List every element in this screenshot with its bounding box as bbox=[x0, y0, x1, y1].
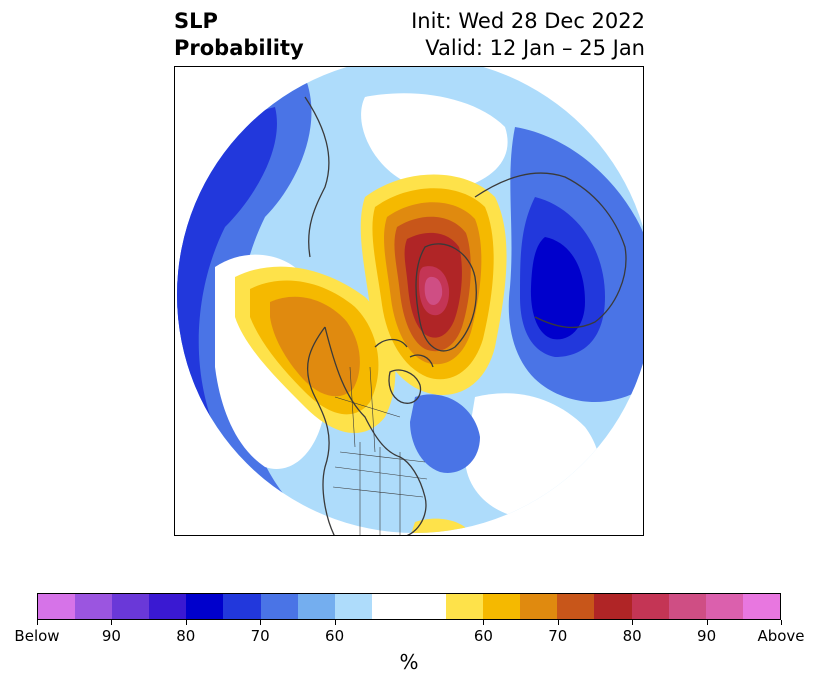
eurasia-coast bbox=[474, 172, 627, 329]
asia-east-coast bbox=[304, 96, 330, 258]
warm-field-pacific-orange bbox=[270, 296, 360, 397]
colorbar-tick-label: 60 bbox=[473, 627, 493, 645]
colorbar-unit: % bbox=[399, 650, 419, 674]
colorbar-tick bbox=[260, 620, 262, 625]
neutral-field-north bbox=[361, 93, 508, 191]
north-america-coast bbox=[324, 326, 427, 535]
boundaries bbox=[332, 366, 428, 535]
colorbar-tick bbox=[185, 620, 187, 625]
colorbar-swatch bbox=[334, 594, 372, 619]
colorbar-swatch bbox=[112, 594, 150, 619]
probability-map bbox=[177, 67, 643, 535]
colorbar-tick bbox=[781, 620, 782, 625]
title-left: SLP Probability bbox=[174, 8, 304, 62]
title-metric: Probability bbox=[174, 36, 304, 60]
blue-field-atlantic bbox=[410, 394, 480, 473]
coastlines bbox=[304, 96, 627, 535]
colorbar bbox=[37, 593, 781, 620]
canada-provinces bbox=[334, 366, 401, 453]
hudson-bay bbox=[388, 369, 422, 404]
north-america-west-coast bbox=[306, 326, 335, 535]
colorbar-tick-label: Above bbox=[757, 627, 805, 645]
colorbar-swatch bbox=[594, 594, 632, 619]
colorbar-swatch bbox=[75, 594, 113, 619]
colorbar-tick-label: 90 bbox=[101, 627, 121, 645]
colorbar-swatch bbox=[483, 594, 521, 619]
colorbar-swatch bbox=[371, 594, 447, 619]
colorbar-tick-label: 80 bbox=[176, 627, 196, 645]
colorbar-tick-label: 70 bbox=[548, 627, 568, 645]
colorbar-swatch bbox=[38, 594, 76, 619]
arctic-islands bbox=[374, 338, 434, 368]
greenland-coast bbox=[415, 243, 477, 352]
colorbar-tick-label: 90 bbox=[697, 627, 717, 645]
colorbar-tick bbox=[334, 620, 336, 625]
colorbar-tick bbox=[483, 620, 485, 625]
colorbar-tick-label: 70 bbox=[250, 627, 270, 645]
colorbar-swatch bbox=[742, 594, 780, 619]
colorbar-tick-label: Below bbox=[14, 627, 60, 645]
colorbar-swatch bbox=[223, 594, 261, 619]
colorbar-tick bbox=[706, 620, 708, 625]
title-right: Init: Wed 28 Dec 2022 Valid: 12 Jan – 25… bbox=[411, 8, 645, 62]
us-states bbox=[332, 442, 428, 535]
colorbar-swatch bbox=[705, 594, 743, 619]
colorbar-swatch bbox=[149, 594, 187, 619]
colorbar-tick bbox=[37, 620, 38, 625]
init-date: Init: Wed 28 Dec 2022 bbox=[411, 9, 645, 33]
blue-field-east-core bbox=[530, 237, 585, 340]
colorbar-tick-label: 60 bbox=[325, 627, 345, 645]
colorbar-swatch bbox=[557, 594, 595, 619]
colorbar-tick bbox=[632, 620, 634, 625]
colorbar-tick bbox=[111, 620, 113, 625]
map-panel bbox=[174, 66, 644, 536]
colorbar-swatch bbox=[446, 594, 484, 619]
colorbar-tick bbox=[557, 620, 559, 625]
warm-field-arctic-pink bbox=[424, 276, 443, 305]
valid-range: Valid: 12 Jan – 25 Jan bbox=[425, 36, 645, 60]
colorbar-swatch bbox=[186, 594, 224, 619]
colorbar-swatch bbox=[260, 594, 298, 619]
colorbar-swatch bbox=[520, 594, 558, 619]
colorbar-tick-label: 80 bbox=[622, 627, 642, 645]
title-variable: SLP bbox=[174, 9, 218, 33]
colorbar-swatch bbox=[297, 594, 335, 619]
colorbar-swatch bbox=[631, 594, 669, 619]
colorbar-swatch bbox=[668, 594, 706, 619]
